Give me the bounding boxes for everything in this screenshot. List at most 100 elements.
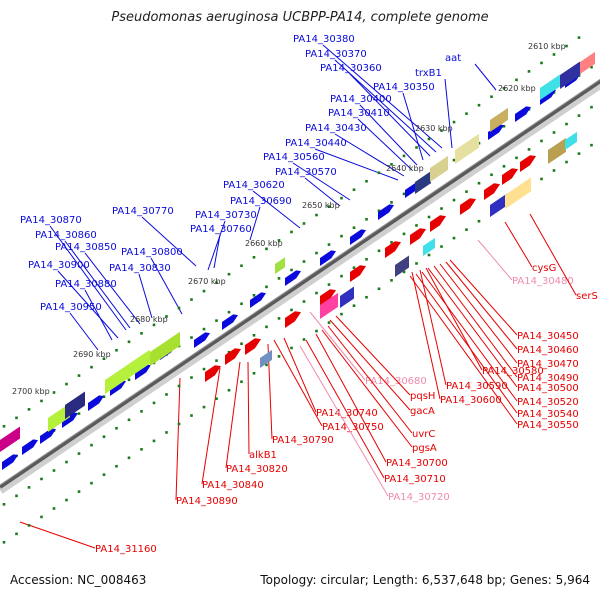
forward-gene-label: PA14_30560 [263,152,325,163]
kbp-tick-label: 2680 kbp [130,315,168,324]
reverse-gene-label: PA14_30470 [517,359,579,370]
forward-gene-label: PA14_30440 [285,138,347,149]
reverse-gene-arrow [350,265,366,282]
guide-dot [365,217,368,221]
forward-gene-arrow [515,106,531,122]
forward-leader-line [359,104,418,166]
genome-summary-text: Topology: circular; Length: 6,537,648 bp… [260,573,590,587]
guide-dot [165,431,168,434]
guide-dot [565,44,568,48]
guide-dot [552,131,556,134]
guide-dot [452,198,456,202]
guide-dot [415,262,418,265]
reverse-leader-line [201,367,221,485]
forward-gene-arrow [350,229,366,245]
forward-leader-line [349,73,431,157]
forward-gene-arrow [194,332,210,348]
reverse-leader-line [247,361,250,455]
forward-gene-label: PA14_30350 [373,82,435,93]
guide-dot [40,477,43,481]
kbp-tick-label: 2630 kbp [415,124,453,133]
guide-dot [552,169,556,172]
guide-dot [452,158,456,162]
reverse-leader-line [433,265,518,378]
guide-dot [502,86,506,90]
guide-dot [102,473,106,476]
guide-dot [127,378,131,382]
guide-dot [202,367,206,371]
reverse-leader-line [445,261,518,350]
guide-dot [327,283,331,286]
forward-gene-arrow [378,204,394,220]
guide-dot [127,456,131,460]
reverse-gene-arrow [430,215,446,232]
forward-gene-arrow [40,428,56,444]
reverse-gene-label: PA14_30480 [512,276,574,287]
guide-dot [402,154,406,158]
reverse-gene-label: serS [576,291,598,302]
guide-dot [252,333,256,337]
guide-dot [577,36,581,39]
guide-dot [190,414,193,417]
reverse-leader-line [427,267,518,388]
feature-block [340,286,354,308]
reverse-leader-line [175,377,181,501]
guide-dot [327,321,331,324]
reverse-leader-line [421,271,518,402]
forward-gene-label: PA14_30830 [109,263,171,274]
guide-dot [490,173,493,177]
guide-dot [352,226,356,229]
reverse-leader-line [504,221,533,268]
forward-gene-arrow [320,250,336,266]
guide-dot [252,293,256,297]
guide-dot [340,234,343,238]
guide-dot [365,295,368,299]
forward-leader-line [252,190,301,229]
reverse-gene-arrow [385,241,401,258]
reverse-gene-label: PA14_30840 [202,480,264,491]
feature-block [580,51,595,74]
guide-dot [115,464,118,468]
guide-dot [252,371,256,375]
forward-gene-label: trxB1 [415,68,442,79]
forward-gene-label: PA14_30400 [330,94,392,105]
guide-dot [177,306,181,310]
feature-block [548,137,566,164]
guide-dot [377,249,381,253]
forward-leader-line [249,206,261,241]
guide-dot [302,300,306,303]
forward-leader-line [57,270,119,339]
forward-gene-arrow [2,454,18,470]
forward-gene-arrow [62,412,78,428]
forward-gene-arrow [222,314,238,330]
guide-dot [27,408,31,411]
guide-dot [465,190,468,193]
reverse-gene-label: PA14_30700 [386,458,448,469]
guide-dot [90,481,93,485]
guide-dot [452,236,456,240]
guide-dot [577,114,581,117]
forward-leader-line [292,162,351,201]
feature-block [260,349,272,368]
guide-dot [290,308,293,312]
feature-block [150,331,180,366]
guide-dot [265,247,268,251]
forward-leader-line [84,252,141,325]
reverse-gene-label: cysG [532,263,556,274]
guide-dot [515,78,518,82]
guide-dot [377,287,381,291]
guide-dot [90,443,93,447]
guide-dot [565,160,568,164]
reverse-gene-label: PA14_30550 [517,420,579,431]
forward-gene-label: PA14_30800 [121,247,183,258]
kbp-tick-label: 2620 kbp [498,84,536,93]
kbp-tick-label: 2700 kbp [12,387,50,396]
feature-block [560,61,580,89]
forward-gene-label: PA14_30730 [195,210,257,221]
forward-gene-arrow [540,89,556,105]
forward-gene-label: PA14_30770 [112,206,174,217]
feature-block [415,171,431,194]
reverse-gene-arrow [205,365,221,382]
guide-dot [40,399,43,403]
reverse-gene-label: PA14_30540 [517,409,579,420]
